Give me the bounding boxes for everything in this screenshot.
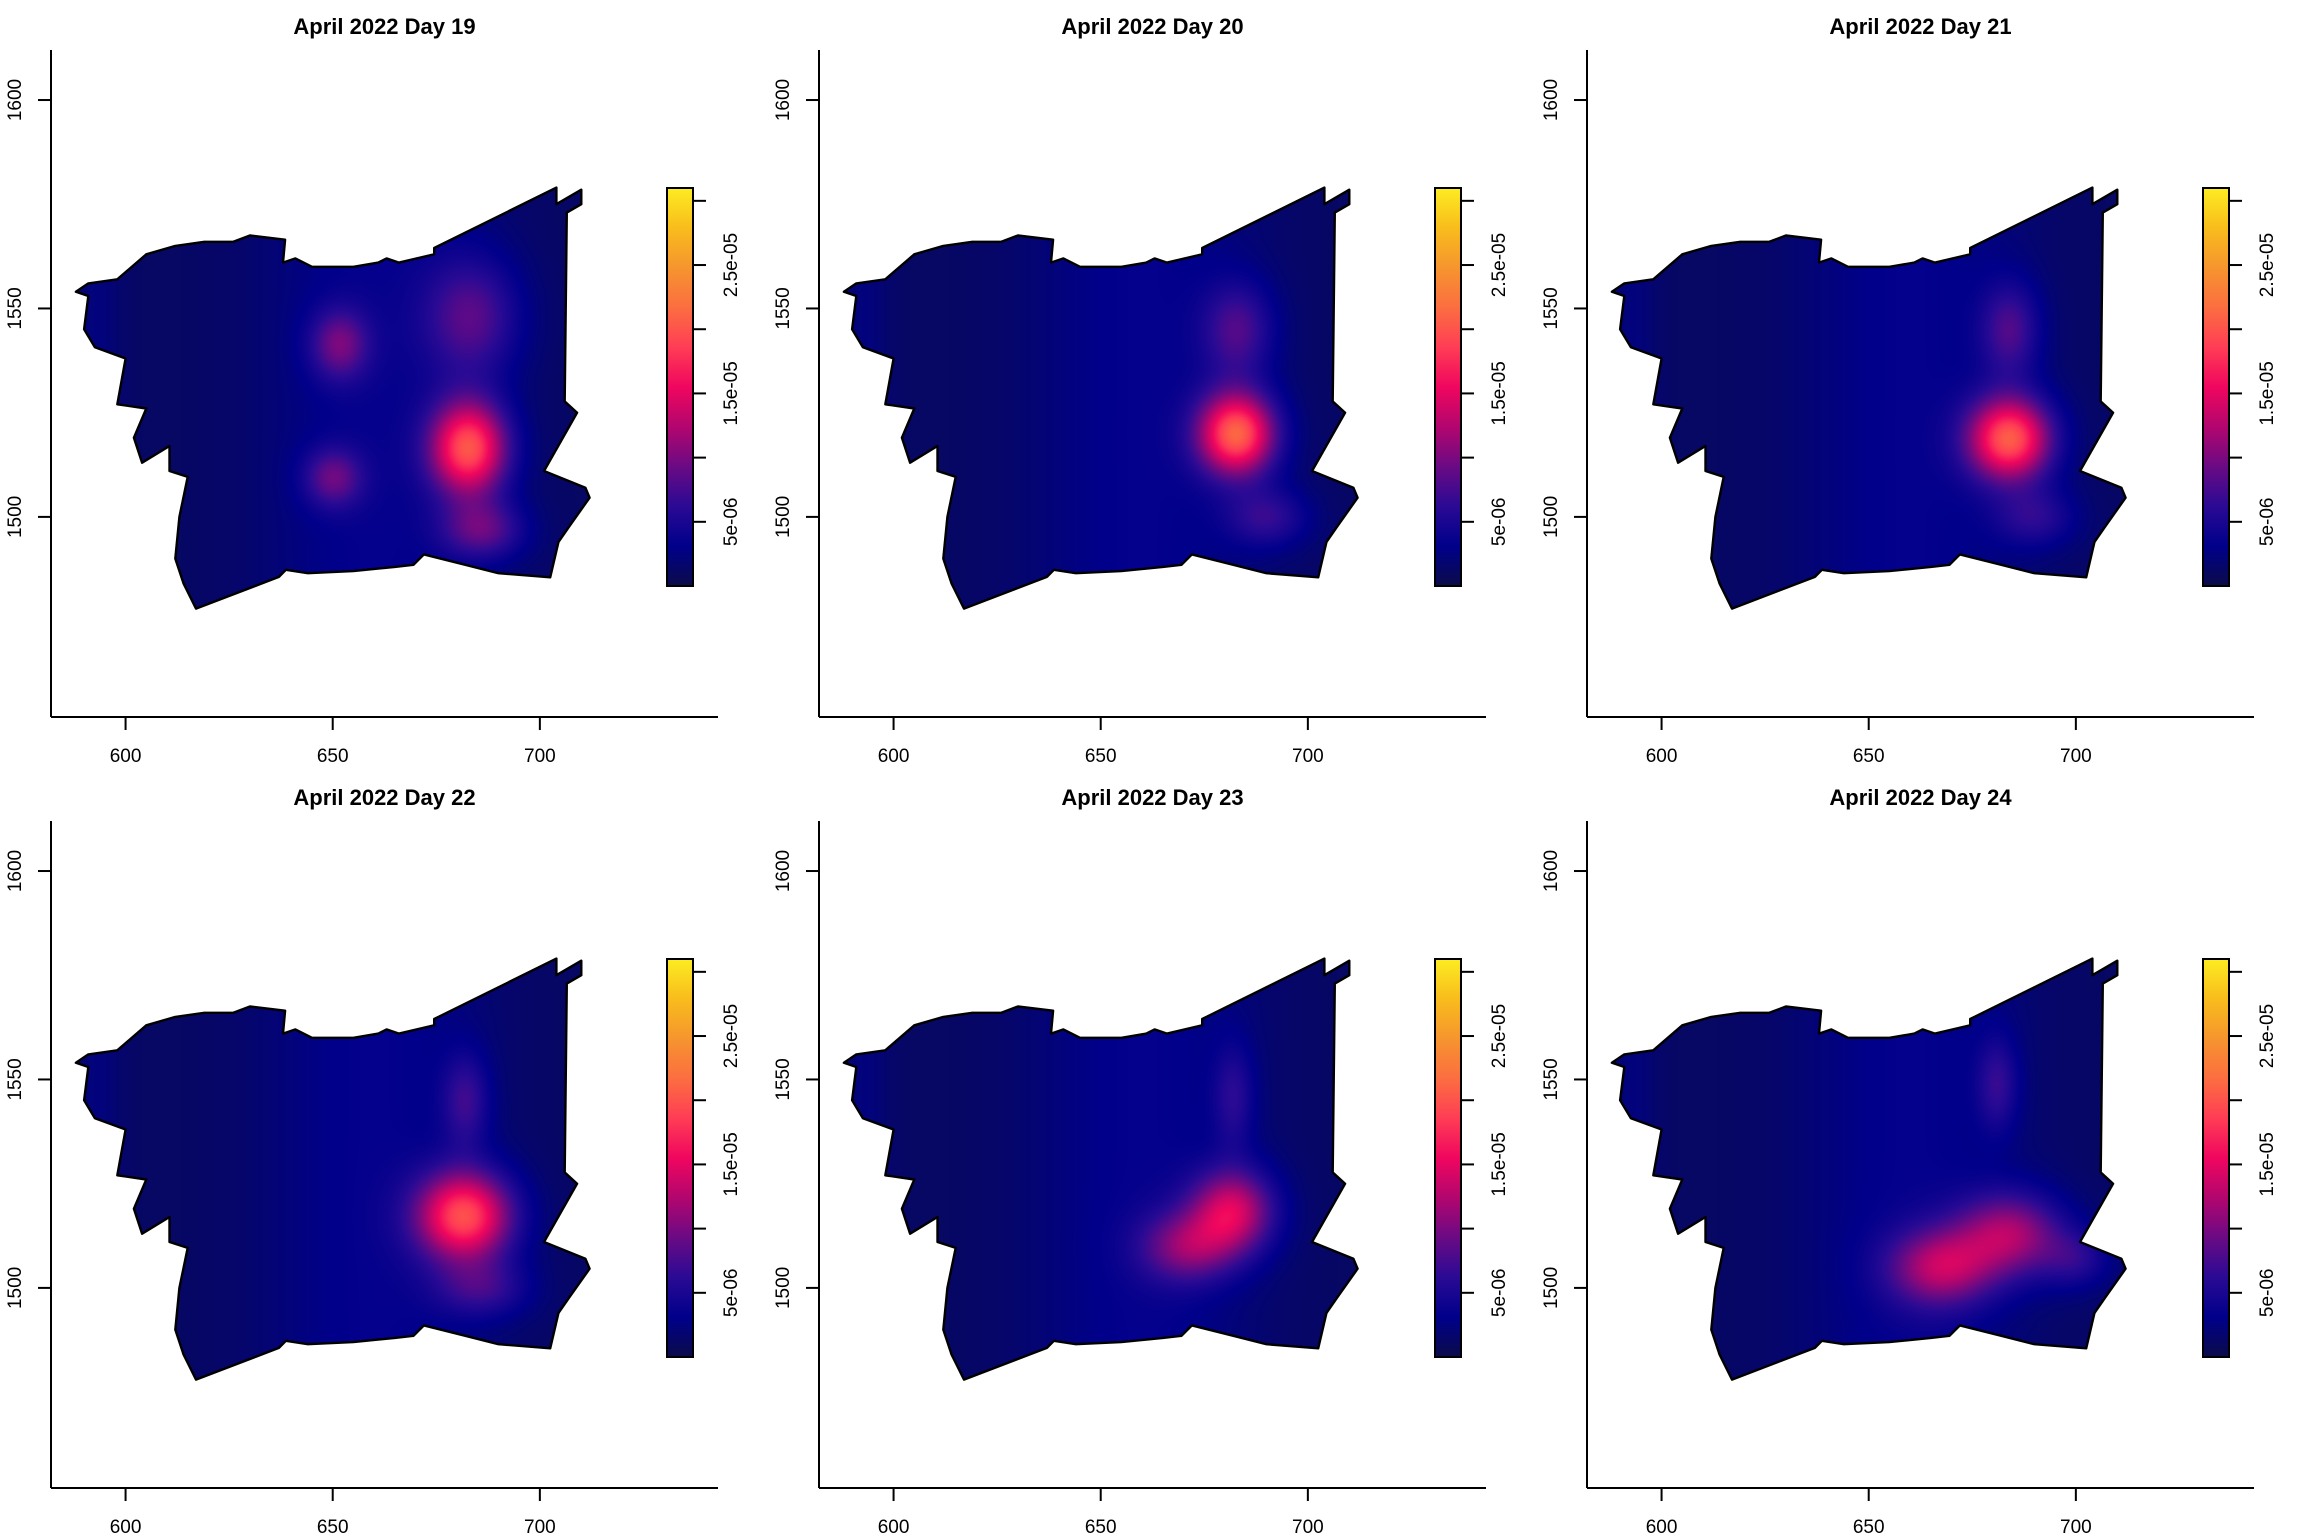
intensity-surface — [1611, 187, 2126, 609]
x-tick-label: 700 — [2060, 1517, 2092, 1536]
y-tick-label: 1600 — [773, 850, 794, 892]
panel-title: April 2022 Day 22 — [293, 785, 475, 810]
y-tick-label: 1500 — [5, 1267, 26, 1309]
colorbar-tick-label: 5e-06 — [721, 1269, 742, 1318]
panel-title: April 2022 Day 23 — [1061, 785, 1243, 810]
y-tick-label: 1550 — [1541, 287, 1562, 329]
panel-day-23: April 2022 Day 23 600 650 700 1500 1550 1600 5e… — [773, 785, 1510, 1536]
x-tick-label: 600 — [878, 746, 910, 767]
region-outline — [74, 957, 591, 1381]
x-tick-label: 600 — [1646, 1517, 1678, 1536]
panel-day-20: April 2022 Day 20 600 650 700 1500 1550 1600 5e… — [773, 14, 1510, 767]
intensity-surface — [75, 187, 590, 609]
colorbar-frame — [2202, 958, 2230, 1358]
colorbar-tick-label: 2.5e-05 — [2257, 233, 2278, 297]
colorbar-tick-label: 1.5e-05 — [2257, 361, 2278, 425]
colorbar: 5e-06 1.5e-05 2.5e-05 — [666, 187, 742, 587]
x-tick-label: 650 — [1853, 746, 1885, 767]
panel-day-22: April 2022 Day 22 600 650 700 1500 1550 1600 5e… — [5, 785, 742, 1536]
colorbar-tick-label: 5e-06 — [1489, 498, 1510, 547]
x-tick-label: 600 — [110, 1517, 142, 1536]
region-outline — [1610, 186, 2127, 610]
colorbar-tick-label: 5e-06 — [1489, 1269, 1510, 1318]
colorbar-tick-label: 5e-06 — [2257, 1269, 2278, 1318]
colorbar-tick-label: 1.5e-05 — [721, 1132, 742, 1196]
x-tick-label: 650 — [1853, 1517, 1885, 1536]
intensity-surface — [843, 187, 1358, 609]
region-outline — [1610, 957, 2127, 1381]
colorbar-gradient — [667, 188, 693, 586]
colorbar-frame — [2202, 187, 2230, 587]
colorbar-frame — [1434, 958, 1462, 1358]
colorbar-tick-label: 5e-06 — [2257, 498, 2278, 547]
y-tick-label: 1550 — [773, 287, 794, 329]
region-outline — [842, 957, 1359, 1381]
colorbar-tick-label: 1.5e-05 — [1489, 1132, 1510, 1196]
y-tick-label: 1550 — [1541, 1058, 1562, 1100]
panel-day-19: April 2022 Day 19 600 650 700 1500 1550 1600 5e… — [5, 14, 742, 767]
x-tick-label: 650 — [1085, 1517, 1117, 1536]
y-tick-label: 1600 — [5, 850, 26, 892]
panel-day-21: April 2022 Day 21 600 650 700 1500 1550 1600 5e… — [1541, 14, 2278, 767]
y-tick-label: 1600 — [5, 79, 26, 121]
x-tick-label: 600 — [878, 1517, 910, 1536]
colorbar-tick-label: 1.5e-05 — [721, 361, 742, 425]
y-tick-label: 1600 — [1541, 79, 1562, 121]
y-tick-label: 1600 — [1541, 850, 1562, 892]
colorbar-tick-label: 5e-06 — [721, 498, 742, 547]
x-tick-label: 650 — [1085, 746, 1117, 767]
x-tick-label: 700 — [2060, 746, 2092, 767]
colorbar-gradient — [1435, 188, 1461, 586]
panel-title: April 2022 Day 19 — [293, 14, 475, 39]
colorbar-tick-label: 2.5e-05 — [721, 233, 742, 297]
intensity-surface — [75, 958, 590, 1380]
y-tick-label: 1500 — [1541, 1267, 1562, 1309]
y-tick-label: 1550 — [5, 287, 26, 329]
x-tick-label: 700 — [524, 746, 556, 767]
x-tick-label: 600 — [1646, 746, 1678, 767]
y-tick-label: 1500 — [773, 496, 794, 538]
region-outline — [842, 186, 1359, 610]
colorbar-frame — [666, 958, 694, 1358]
y-tick-label: 1550 — [773, 1058, 794, 1100]
y-tick-label: 1500 — [1541, 496, 1562, 538]
y-tick-label: 1600 — [773, 79, 794, 121]
colorbar-gradient — [2203, 959, 2229, 1357]
colorbar-tick-label: 2.5e-05 — [1489, 1004, 1510, 1068]
y-tick-label: 1500 — [773, 1267, 794, 1309]
region-outline — [74, 186, 591, 610]
colorbar: 5e-06 1.5e-05 2.5e-05 — [1434, 187, 1510, 587]
x-tick-label: 650 — [317, 1517, 349, 1536]
intensity-surface — [1611, 958, 2126, 1380]
colorbar: 5e-06 1.5e-05 2.5e-05 — [1434, 958, 1510, 1358]
colorbar-frame — [666, 187, 694, 587]
x-tick-label: 600 — [110, 746, 142, 767]
colorbar-tick-label: 2.5e-05 — [2257, 1004, 2278, 1068]
colorbar: 5e-06 1.5e-05 2.5e-05 — [2202, 187, 2278, 587]
colorbar-gradient — [667, 959, 693, 1357]
colorbar-gradient — [1435, 959, 1461, 1357]
x-tick-label: 700 — [1292, 746, 1324, 767]
intensity-surface — [843, 958, 1358, 1380]
colorbar-tick-label: 1.5e-05 — [2257, 1132, 2278, 1196]
y-tick-label: 1500 — [5, 496, 26, 538]
panel-day-24: April 2022 Day 24 600 650 700 1500 1550 1600 5e… — [1541, 785, 2278, 1536]
x-tick-label: 700 — [524, 1517, 556, 1536]
x-tick-label: 650 — [317, 746, 349, 767]
colorbar-tick-label: 2.5e-05 — [1489, 233, 1510, 297]
colorbar-gradient — [2203, 188, 2229, 586]
panel-title: April 2022 Day 20 — [1061, 14, 1243, 39]
colorbar: 5e-06 1.5e-05 2.5e-05 — [666, 958, 742, 1358]
y-tick-label: 1550 — [5, 1058, 26, 1100]
colorbar-tick-label: 2.5e-05 — [721, 1004, 742, 1068]
colorbar-frame — [1434, 187, 1462, 587]
colorbar-tick-label: 1.5e-05 — [1489, 361, 1510, 425]
panel-title: April 2022 Day 21 — [1829, 14, 2011, 39]
panel-title: April 2022 Day 24 — [1829, 785, 2012, 810]
x-tick-label: 700 — [1292, 1517, 1324, 1536]
colorbar: 5e-06 1.5e-05 2.5e-05 — [2202, 958, 2278, 1358]
